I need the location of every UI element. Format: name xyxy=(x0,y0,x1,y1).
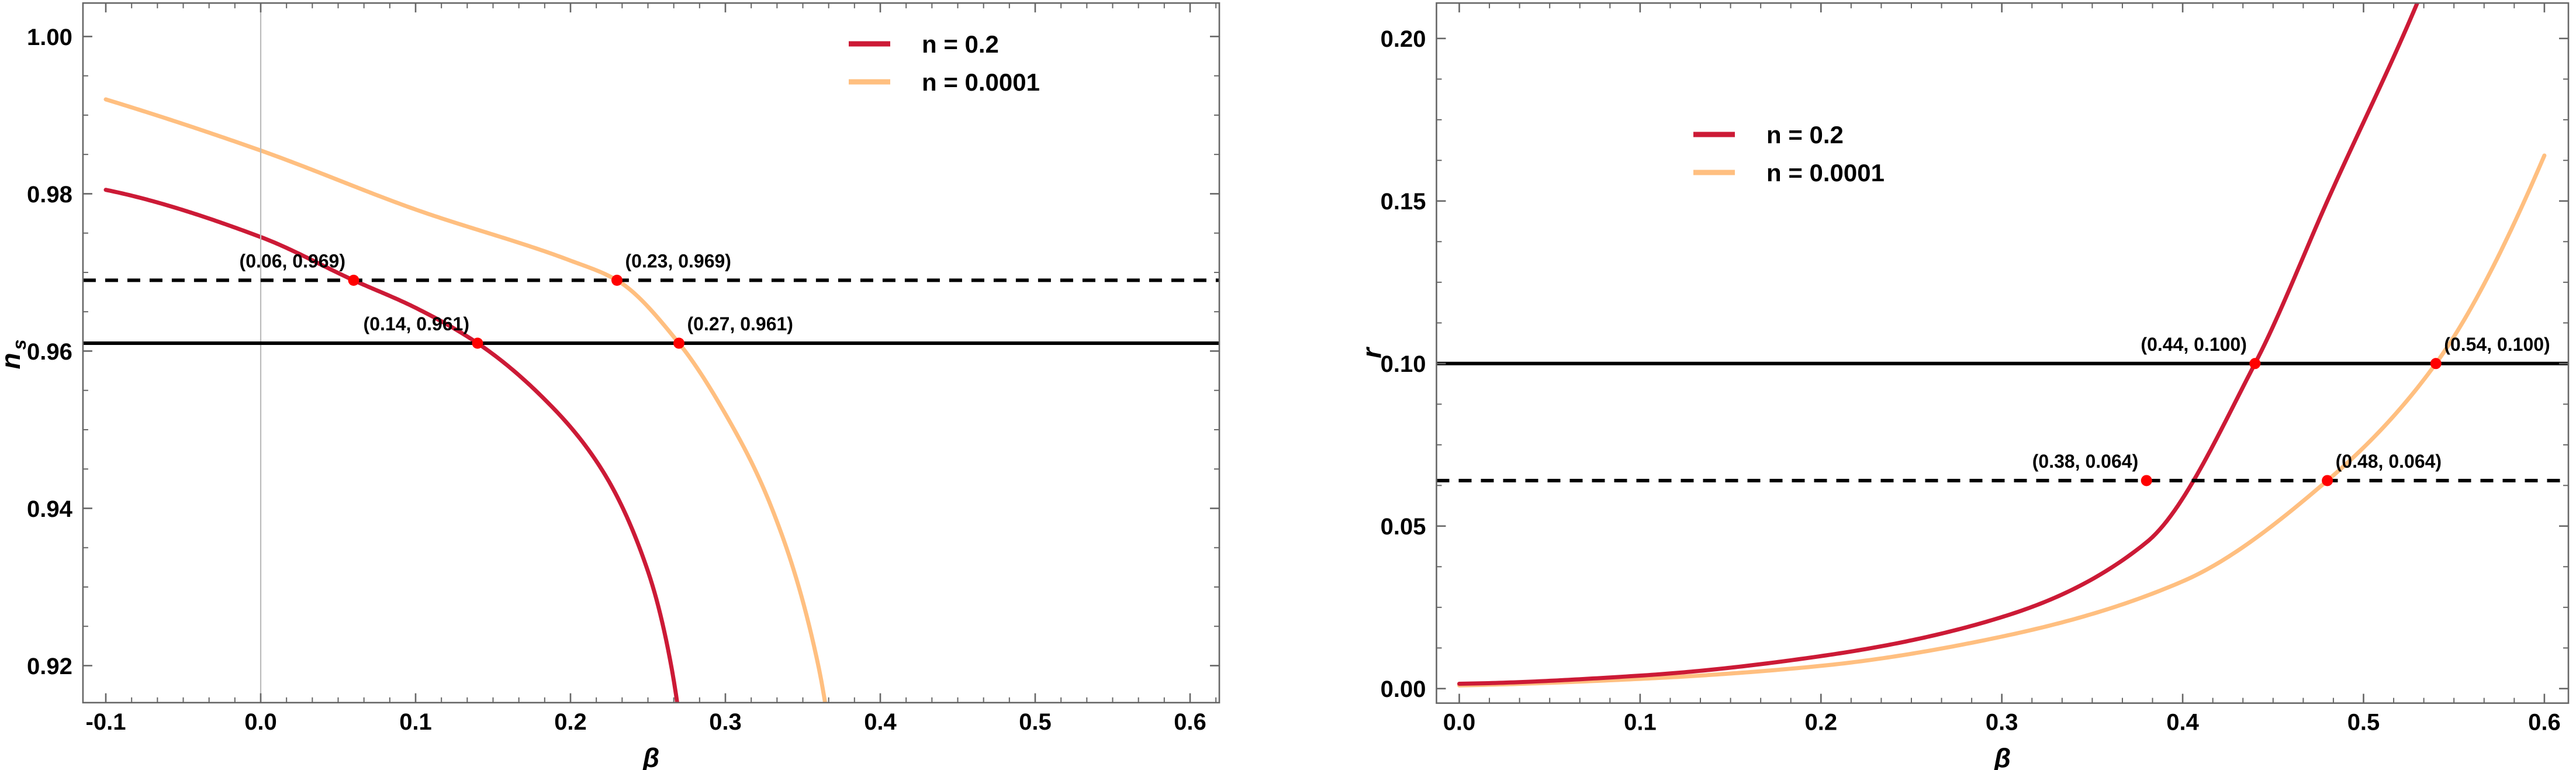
svg-text:(0.27, 0.961): (0.27, 0.961) xyxy=(687,313,793,334)
svg-text:0.10: 0.10 xyxy=(1381,351,1426,377)
svg-text:0.6: 0.6 xyxy=(1174,709,1206,735)
svg-text:(0.06, 0.969): (0.06, 0.969) xyxy=(240,250,345,271)
svg-text:β: β xyxy=(642,743,660,770)
svg-text:0.5: 0.5 xyxy=(1019,709,1052,735)
svg-text:0.0: 0.0 xyxy=(244,709,277,735)
svg-text:r: r xyxy=(1357,347,1387,358)
svg-text:0.94: 0.94 xyxy=(27,496,73,522)
svg-text:β: β xyxy=(1993,743,2011,770)
svg-text:0.2: 0.2 xyxy=(1804,710,1837,736)
svg-text:n: n xyxy=(0,353,26,369)
svg-text:(0.48, 0.064): (0.48, 0.064) xyxy=(2336,451,2442,472)
svg-text:0.96: 0.96 xyxy=(27,339,72,365)
svg-text:0.98: 0.98 xyxy=(27,182,72,208)
svg-text:1.00: 1.00 xyxy=(27,25,72,50)
svg-text:(0.23, 0.969): (0.23, 0.969) xyxy=(625,250,731,271)
svg-text:0.1: 0.1 xyxy=(399,709,432,735)
svg-text:n = 0.2: n = 0.2 xyxy=(922,30,999,58)
svg-text:(0.44, 0.100): (0.44, 0.100) xyxy=(2141,334,2246,355)
svg-text:0.92: 0.92 xyxy=(27,654,72,679)
svg-text:(0.14, 0.961): (0.14, 0.961) xyxy=(364,313,469,334)
svg-text:n = 0.0001: n = 0.0001 xyxy=(922,68,1040,96)
svg-text:0.4: 0.4 xyxy=(864,709,897,735)
svg-text:n = 0.2: n = 0.2 xyxy=(1766,121,1844,149)
svg-text:(0.38, 0.064): (0.38, 0.064) xyxy=(2032,451,2138,472)
svg-text:0.00: 0.00 xyxy=(1381,676,1426,702)
svg-text:s: s xyxy=(9,340,30,350)
svg-text:n = 0.0001: n = 0.0001 xyxy=(1766,159,1885,187)
svg-text:-0.1: -0.1 xyxy=(86,709,126,735)
svg-text:(0.54, 0.100): (0.54, 0.100) xyxy=(2444,334,2550,355)
svg-text:0.1: 0.1 xyxy=(1624,710,1657,736)
svg-text:0.3: 0.3 xyxy=(709,709,742,735)
svg-text:0.3: 0.3 xyxy=(1986,710,2018,736)
svg-text:0.4: 0.4 xyxy=(2166,710,2199,736)
svg-text:0.5: 0.5 xyxy=(2347,710,2380,736)
svg-text:0.20: 0.20 xyxy=(1381,26,1426,52)
svg-text:0.6: 0.6 xyxy=(2528,710,2561,736)
svg-text:0.05: 0.05 xyxy=(1381,514,1426,540)
svg-text:0.0: 0.0 xyxy=(1443,710,1476,736)
svg-text:0.15: 0.15 xyxy=(1381,189,1426,215)
svg-text:0.2: 0.2 xyxy=(554,709,587,735)
